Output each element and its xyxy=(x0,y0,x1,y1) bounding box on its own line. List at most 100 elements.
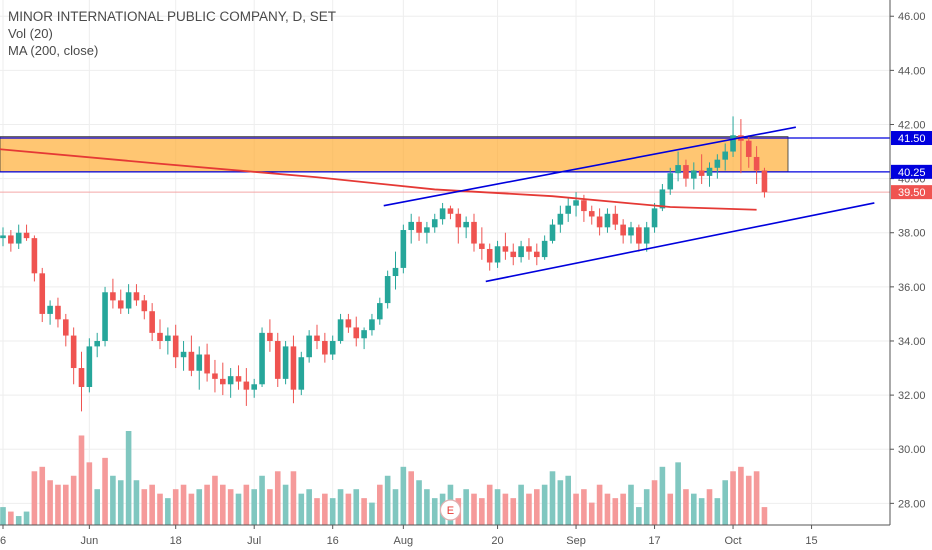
volume-bar xyxy=(15,516,22,525)
candle-body xyxy=(227,376,234,385)
volume-bar xyxy=(675,462,681,525)
candle-body xyxy=(534,251,540,258)
volume-bar xyxy=(369,502,375,525)
candle-body xyxy=(667,173,674,190)
candle-body xyxy=(706,167,713,176)
candle-body xyxy=(683,165,689,179)
candle-body xyxy=(23,232,30,239)
volume-bar xyxy=(518,484,524,525)
price-tick-label: 36.00 xyxy=(898,282,926,294)
volume-bar xyxy=(573,493,579,525)
volume-bar xyxy=(78,435,85,525)
volume-bar xyxy=(314,498,320,525)
volume-bar xyxy=(698,498,705,525)
candle-body xyxy=(431,219,438,228)
candle-body xyxy=(322,340,328,355)
volume-bar xyxy=(353,489,360,525)
volume-bar xyxy=(431,498,438,525)
volume-bar xyxy=(683,489,689,525)
volume-bar xyxy=(282,484,289,525)
candle-body xyxy=(110,292,116,301)
candle-body xyxy=(133,292,140,301)
volume-bar xyxy=(416,480,422,525)
candle-body xyxy=(204,354,210,374)
price-level-badge-label: 40.25 xyxy=(898,167,926,179)
volume-bar xyxy=(267,489,273,525)
candle-body xyxy=(165,335,171,341)
volume-bar xyxy=(604,493,611,525)
candle-body xyxy=(596,216,603,228)
candle-body xyxy=(659,189,666,209)
volume-bar xyxy=(667,493,674,525)
price-level-badge-label: 41.50 xyxy=(898,133,926,145)
candle-body xyxy=(94,340,100,347)
volume-bar xyxy=(298,493,305,525)
volume-bar xyxy=(620,493,626,525)
chart-legend: MINOR INTERNATIONAL PUBLIC COMPANY, D, S… xyxy=(8,8,336,59)
candle-body xyxy=(55,305,61,320)
candle-body xyxy=(526,246,532,252)
candle-body xyxy=(172,335,179,358)
volume-bar xyxy=(345,493,352,525)
time-tick-label: 6 xyxy=(0,535,6,547)
last-price-badge xyxy=(891,185,932,200)
candle-body xyxy=(722,151,728,160)
volume-bar xyxy=(204,484,210,525)
volume-bar xyxy=(259,475,265,525)
candle-body xyxy=(471,221,477,244)
earnings-event-marker[interactable] xyxy=(439,499,462,521)
candle-body xyxy=(353,327,360,339)
candle-body xyxy=(212,373,218,379)
volume-bar xyxy=(149,484,155,525)
candle-body xyxy=(220,378,226,385)
trendlines xyxy=(383,126,875,283)
candle-body xyxy=(196,354,203,371)
volume-indicator-label: Vol (20) xyxy=(8,26,53,41)
event-marker[interactable]: E xyxy=(439,499,462,521)
volume-bar xyxy=(306,489,312,525)
candle-body xyxy=(8,235,14,244)
volume-bar xyxy=(329,498,336,525)
resistance-zone-box xyxy=(0,136,789,173)
volume-bar xyxy=(628,484,634,525)
candle-body xyxy=(565,205,571,214)
candle-body xyxy=(557,213,564,225)
candle-body xyxy=(259,332,265,385)
candle-body xyxy=(392,267,399,277)
candle-body xyxy=(384,276,391,304)
candle-body xyxy=(612,213,619,225)
price-tick-label: 30.00 xyxy=(898,444,926,456)
candle-body xyxy=(439,208,446,220)
candle-body xyxy=(400,230,407,268)
volume-bar xyxy=(47,480,53,525)
candle-body xyxy=(39,273,46,314)
candle-body xyxy=(377,303,383,320)
volume-bar xyxy=(526,493,532,525)
volume-bar xyxy=(541,484,548,525)
volume-bar xyxy=(63,484,69,525)
time-tick-label: 20 xyxy=(491,535,503,547)
candle-body xyxy=(588,211,595,217)
volume-bar xyxy=(636,507,642,525)
volume-bar xyxy=(102,457,108,525)
ma-indicator-label: MA (200, close) xyxy=(8,43,99,58)
volume-bar xyxy=(86,462,93,525)
volume-bar xyxy=(31,471,38,525)
volume-bar xyxy=(392,489,399,525)
candle-body xyxy=(549,224,556,241)
candle-body xyxy=(455,213,462,228)
price-level-badge xyxy=(891,164,932,179)
candle-body xyxy=(486,248,493,263)
volume-bar xyxy=(337,489,344,525)
ma-200-line xyxy=(0,148,757,211)
price-tick-label: 34.00 xyxy=(898,336,926,348)
candle-body xyxy=(188,351,195,371)
candle-body xyxy=(0,235,6,239)
candle-body xyxy=(510,251,517,258)
price-tick-label: 42.00 xyxy=(898,119,926,131)
candle-body xyxy=(730,135,736,152)
volume-bar xyxy=(612,498,619,525)
time-tick-label: Sep xyxy=(566,535,586,547)
